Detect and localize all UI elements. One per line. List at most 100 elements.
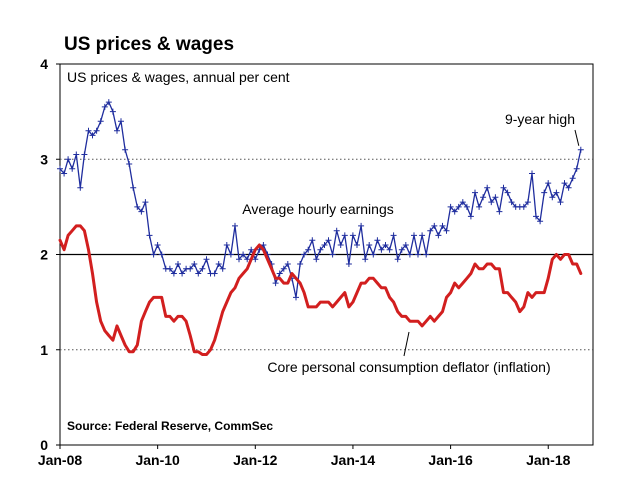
data-point <box>232 222 238 229</box>
data-point <box>73 151 80 158</box>
data-point <box>65 156 72 163</box>
data-point <box>406 251 413 258</box>
x-tick-label: Jan-16 <box>428 452 473 468</box>
data-point <box>138 208 145 215</box>
data-point <box>260 242 267 248</box>
data-point <box>114 127 120 134</box>
data-point <box>101 103 108 110</box>
chart-source: Source: Federal Reserve, CommSec <box>67 419 273 433</box>
data-point <box>154 242 161 248</box>
data-point <box>398 246 405 253</box>
data-point <box>69 165 76 172</box>
data-point <box>85 127 92 134</box>
data-point <box>524 199 531 206</box>
data-point <box>199 265 206 272</box>
data-point <box>317 246 324 253</box>
data-point <box>105 99 112 106</box>
data-point <box>553 189 560 196</box>
data-point <box>390 232 397 239</box>
y-tick-label: 0 <box>40 437 48 453</box>
data-point <box>256 246 263 253</box>
data-point <box>280 265 287 272</box>
x-tick-label: Jan-08 <box>38 452 83 468</box>
data-point <box>496 208 503 215</box>
data-point <box>236 256 242 263</box>
data-point <box>297 261 304 267</box>
data-point <box>349 232 356 239</box>
data-point <box>211 270 218 277</box>
data-point <box>435 232 442 239</box>
data-point <box>126 161 133 167</box>
data-point <box>370 251 377 258</box>
annotation-leader-line <box>574 129 580 146</box>
data-point <box>158 251 165 258</box>
series-line <box>58 224 583 356</box>
data-point <box>203 256 210 263</box>
data-point <box>179 270 186 277</box>
data-point <box>439 222 446 229</box>
y-tick-label: 2 <box>40 247 48 263</box>
data-point <box>484 184 491 191</box>
annotation-core-pce: Core personal consumption deflator (infl… <box>267 359 550 375</box>
data-point <box>93 127 100 134</box>
y-tick-label: 3 <box>40 151 48 167</box>
data-point <box>130 184 137 191</box>
data-point <box>142 199 149 206</box>
data-point <box>378 246 385 253</box>
data-point <box>447 203 454 210</box>
data-point <box>476 203 483 210</box>
data-point <box>386 246 393 253</box>
x-tick-label: Jan-18 <box>526 452 571 468</box>
data-point <box>81 151 88 158</box>
data-point <box>305 246 312 253</box>
data-point <box>427 227 434 234</box>
data-point <box>146 232 153 239</box>
x-tick-label: Jan-12 <box>233 452 278 468</box>
data-point <box>89 132 96 139</box>
data-point <box>293 294 299 301</box>
data-point <box>122 146 129 153</box>
data-point <box>480 194 487 201</box>
data-point <box>252 256 259 263</box>
data-point <box>529 170 535 177</box>
data-point <box>215 261 222 267</box>
data-point <box>541 189 548 196</box>
data-point <box>109 108 116 115</box>
data-point <box>415 251 421 258</box>
data-point <box>561 180 568 187</box>
data-point <box>61 170 68 177</box>
series-average-hourly-earnings <box>57 99 584 301</box>
data-point <box>431 222 438 229</box>
data-point <box>402 242 409 248</box>
data-point <box>533 213 539 220</box>
data-point <box>309 237 316 244</box>
data-point <box>463 203 470 210</box>
data-point <box>500 184 507 191</box>
data-point <box>321 242 328 248</box>
data-point <box>187 265 194 272</box>
data-point <box>443 227 450 234</box>
data-point <box>337 242 344 248</box>
data-point <box>504 189 511 196</box>
x-tick-label: Jan-14 <box>331 452 376 468</box>
y-tick-label: 4 <box>40 56 48 72</box>
data-point <box>537 218 544 225</box>
data-point <box>170 270 177 277</box>
data-point <box>166 265 173 272</box>
data-point <box>248 246 255 253</box>
annotation-leader-line <box>403 331 410 357</box>
data-point <box>240 251 247 258</box>
data-point <box>150 251 157 258</box>
data-point <box>362 256 369 263</box>
data-point <box>557 199 564 206</box>
data-point <box>565 184 572 191</box>
annotation-9-year-high: 9-year high <box>505 111 575 127</box>
data-point <box>366 242 373 248</box>
data-point <box>451 208 458 215</box>
data-point <box>191 261 198 267</box>
chart-title: US prices & wages <box>64 34 235 55</box>
data-point <box>276 270 283 277</box>
data-point <box>569 175 576 182</box>
